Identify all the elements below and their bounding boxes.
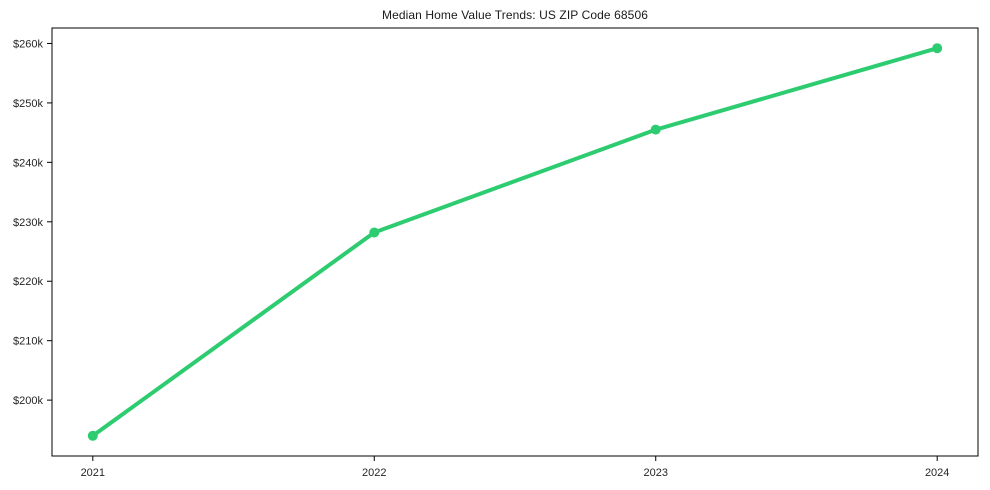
y-axis-tick-label: $240k: [13, 157, 43, 169]
plot-frame: [51, 27, 979, 457]
x-axis-tick-label: 2024: [925, 467, 949, 479]
data-point-marker: [650, 124, 661, 135]
y-axis-tick-label: $210k: [13, 336, 43, 348]
data-point-marker: [87, 430, 98, 441]
x-axis-tick-label: 2023: [643, 467, 667, 479]
y-axis-tick-label: $220k: [13, 276, 43, 288]
y-axis-tick-label: $200k: [13, 395, 43, 407]
y-axis-tick-label: $260k: [13, 38, 43, 50]
data-point-marker: [369, 227, 380, 238]
data-point-marker: [932, 43, 943, 54]
trend-line: [90, 46, 940, 438]
x-axis-tick-label: 2022: [362, 467, 386, 479]
y-axis-tick-label: $250k: [13, 98, 43, 110]
y-axis-tick-label: $230k: [13, 217, 43, 229]
chart-title: Median Home Value Trends: US ZIP Code 68…: [381, 8, 648, 22]
x-axis-tick-label: 2021: [81, 467, 105, 479]
